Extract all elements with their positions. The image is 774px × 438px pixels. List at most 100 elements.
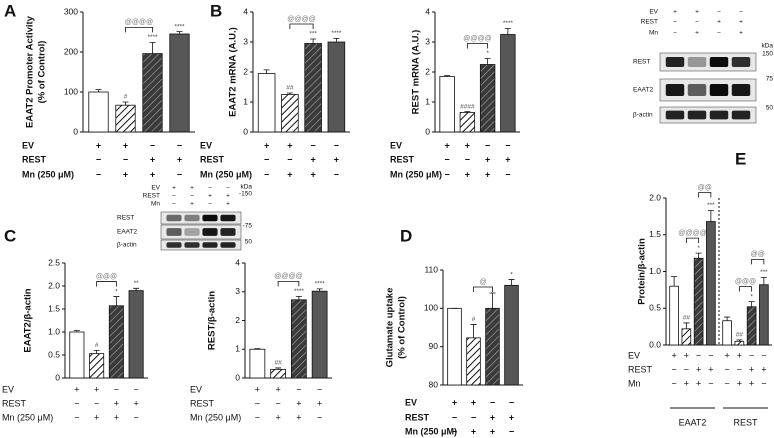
condition-sign: −: [133, 412, 138, 422]
blot-protein-label: β-actin: [633, 112, 653, 119]
condition-sign: −: [264, 169, 269, 179]
condition-sign: +: [749, 378, 754, 388]
condition-sign: +: [465, 169, 470, 179]
blot-band: [166, 228, 182, 236]
bar: [500, 34, 516, 133]
bar: [479, 64, 496, 133]
blot-condition-label: Mn: [151, 201, 160, 208]
condition-sign: +: [133, 398, 138, 408]
condition-sign: +: [696, 364, 701, 374]
bar: [466, 337, 481, 386]
condition-sign: +: [444, 140, 449, 150]
y-tick-label: 2: [425, 66, 430, 76]
bar: [485, 307, 500, 386]
blot-marker-label: 75: [766, 76, 774, 83]
condition-sign: +: [150, 169, 155, 179]
error-bar: [484, 58, 491, 65]
blot-condition-sign: +: [190, 201, 194, 208]
condition-sign: −: [684, 364, 689, 374]
condition-sign: −: [150, 140, 155, 150]
y-tick-label: 1: [425, 96, 430, 106]
blot-condition-sign: +: [717, 19, 721, 26]
error-bar: [508, 279, 515, 286]
condition-sign: +: [490, 426, 495, 436]
blot-strip: [659, 78, 757, 102]
blot-condition-label: REST: [641, 19, 658, 26]
error-bar: [73, 330, 80, 332]
condition-sign: +: [471, 397, 476, 407]
bracket: [466, 43, 489, 49]
condition-sign: +: [296, 398, 301, 408]
y-tick-label: 300: [64, 6, 78, 16]
blot-condition-sign: −: [226, 185, 230, 192]
error-bar: [707, 210, 714, 222]
condition-sign: −: [708, 350, 713, 360]
blot-condition-sign: −: [673, 30, 677, 37]
blot-condition-sign: −: [172, 193, 176, 200]
bar: [270, 368, 286, 379]
condition-sign: +: [94, 412, 99, 422]
blot-marker-label: 150: [762, 51, 773, 58]
blot-condition-sign: −: [717, 9, 721, 16]
blot-band: [665, 110, 685, 120]
blot-condition-sign: −: [673, 19, 677, 26]
condition-sign: −: [452, 426, 457, 436]
y-axis-label: EAAT2/β-actin: [23, 288, 34, 352]
y-axis-label: Protein/β-actin: [637, 238, 648, 305]
blot-condition-sign: −: [208, 201, 212, 208]
bar: [89, 353, 105, 379]
error-bar: [724, 316, 731, 321]
condition-sign: +: [123, 140, 128, 150]
y-tick-label: 2.0: [649, 192, 661, 202]
condition-label: Mn (250 μM): [405, 426, 457, 436]
bar: [327, 41, 346, 133]
condition-sign: +: [684, 378, 689, 388]
error-bar: [444, 75, 451, 77]
significance-label: *: [697, 245, 700, 252]
y-tick-label: 2.0: [48, 280, 60, 290]
blot-band: [220, 228, 236, 236]
blot-band: [166, 214, 182, 222]
bracket-label: @@@@: [287, 16, 315, 23]
y-tick-label: 1.5: [48, 303, 60, 313]
blot-band: [665, 57, 685, 67]
error-bar: [149, 42, 156, 54]
condition-sign: +: [177, 154, 182, 164]
significance-label: ****: [315, 281, 326, 288]
blot-strip: [160, 224, 242, 240]
bracket-label: @: [479, 279, 486, 286]
y-tick-label: 0: [55, 372, 60, 382]
condition-sign: −: [724, 364, 729, 374]
blot-strip: [160, 239, 242, 251]
y-axis-label: EAAT2 mRNA (A.U.): [228, 27, 239, 117]
bracket-label: @@@: [735, 278, 756, 285]
condition-label: EV: [405, 397, 417, 407]
significance-label: *: [750, 293, 753, 300]
bar: [257, 73, 276, 133]
significance-label: ##: [683, 315, 691, 322]
y-tick-label: 1: [243, 96, 248, 106]
condition-sign: −: [671, 378, 676, 388]
error-bar: [275, 367, 282, 370]
significance-label: ****: [331, 30, 342, 37]
y-tick-label: 0.5: [48, 349, 60, 359]
bar: [142, 53, 163, 133]
blot-marker-label: -75: [243, 223, 253, 230]
bar: [439, 76, 455, 133]
bar: [128, 290, 144, 379]
significance-label: #: [95, 342, 99, 349]
condition-label: Mn (250 μM): [22, 169, 74, 179]
significance-label: #: [472, 316, 476, 323]
y-axis-label: REST/β-actin: [207, 291, 218, 350]
condition-sign: +: [150, 154, 155, 164]
condition-sign: +: [264, 140, 269, 150]
y-tick-label: 0: [243, 126, 248, 136]
condition-sign: −: [317, 384, 322, 394]
bracket-label: @@@@: [678, 230, 706, 237]
condition-sign: +: [114, 412, 119, 422]
error-bar: [286, 92, 293, 95]
panel-letter: D: [400, 226, 412, 245]
blot-condition-label: Mn: [649, 30, 658, 37]
blot-band: [709, 110, 729, 120]
bar: [311, 290, 328, 379]
